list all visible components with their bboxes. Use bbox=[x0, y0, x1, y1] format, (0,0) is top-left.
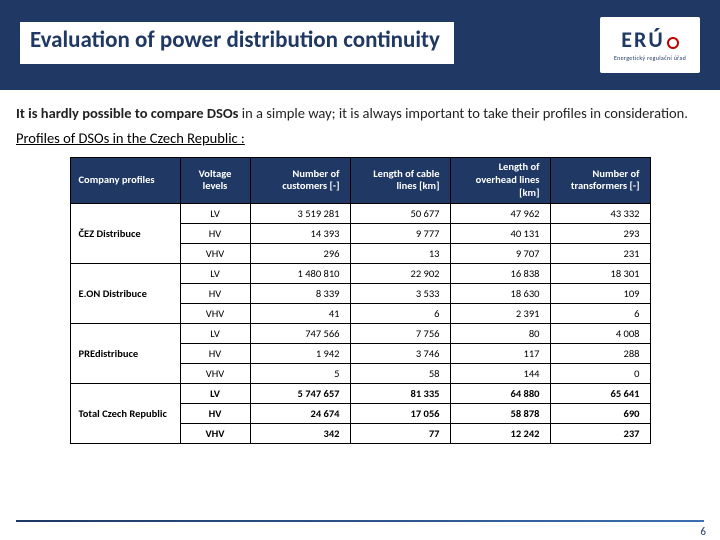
voltage-cell: HV bbox=[180, 343, 250, 363]
voltage-cell: VHV bbox=[180, 303, 250, 323]
cable-cell: 9 777 bbox=[350, 223, 450, 243]
overhead-cell: 40 131 bbox=[450, 223, 550, 243]
voltage-cell: LV bbox=[180, 203, 250, 223]
cable-cell: 77 bbox=[350, 423, 450, 443]
header-bar: Evaluation of power distribution continu… bbox=[0, 0, 720, 90]
th-cable: Length of cable lines [km] bbox=[350, 157, 450, 203]
customers-cell: 8 339 bbox=[250, 283, 350, 303]
overhead-cell: 9 707 bbox=[450, 243, 550, 263]
customers-cell: 41 bbox=[250, 303, 350, 323]
transformers-cell: 6 bbox=[550, 303, 650, 323]
overhead-cell: 47 962 bbox=[450, 203, 550, 223]
cable-cell: 81 335 bbox=[350, 383, 450, 403]
th-customers: Number of customers [-] bbox=[250, 157, 350, 203]
table-row: ČEZ DistribuceLV3 519 28150 67747 96243 … bbox=[70, 203, 650, 223]
footer-divider bbox=[16, 520, 704, 522]
table-header-row: Company profiles Voltage levels Number o… bbox=[70, 157, 650, 203]
customers-cell: 1 942 bbox=[250, 343, 350, 363]
customers-cell: 342 bbox=[250, 423, 350, 443]
voltage-cell: VHV bbox=[180, 423, 250, 443]
company-cell: ČEZ Distribuce bbox=[70, 203, 180, 263]
slide-title: Evaluation of power distribution continu… bbox=[20, 22, 454, 67]
cable-cell: 13 bbox=[350, 243, 450, 263]
transformers-cell: 237 bbox=[550, 423, 650, 443]
table-row: Total Czech RepublicLV5 747 65781 33564 … bbox=[70, 383, 650, 403]
logo: ERÚ Energetický regulační úřad bbox=[600, 17, 700, 73]
overhead-cell: 2 391 bbox=[450, 303, 550, 323]
overhead-cell: 64 880 bbox=[450, 383, 550, 403]
voltage-cell: HV bbox=[180, 223, 250, 243]
cable-cell: 50 677 bbox=[350, 203, 450, 223]
th-company: Company profiles bbox=[70, 157, 180, 203]
logo-accent-icon bbox=[667, 37, 679, 49]
overhead-cell: 18 630 bbox=[450, 283, 550, 303]
overhead-cell: 80 bbox=[450, 323, 550, 343]
th-overhead: Length of overhead lines [km] bbox=[450, 157, 550, 203]
cable-cell: 58 bbox=[350, 363, 450, 383]
customers-cell: 24 674 bbox=[250, 403, 350, 423]
customers-cell: 5 747 657 bbox=[250, 383, 350, 403]
intro-lead: It is hardly possible to compare DSOs bbox=[16, 104, 238, 122]
table-row: E.ON DistribuceLV1 480 81022 90216 83818… bbox=[70, 263, 650, 283]
transformers-cell: 109 bbox=[550, 283, 650, 303]
transformers-cell: 65 641 bbox=[550, 383, 650, 403]
customers-cell: 5 bbox=[250, 363, 350, 383]
cable-cell: 22 902 bbox=[350, 263, 450, 283]
cable-cell: 3 746 bbox=[350, 343, 450, 363]
logo-subtitle: Energetický regulační úřad bbox=[614, 54, 686, 62]
voltage-cell: LV bbox=[180, 263, 250, 283]
company-cell: Total Czech Republic bbox=[70, 383, 180, 443]
transformers-cell: 293 bbox=[550, 223, 650, 243]
transformers-cell: 690 bbox=[550, 403, 650, 423]
company-cell: PREdistribuce bbox=[70, 323, 180, 383]
customers-cell: 3 519 281 bbox=[250, 203, 350, 223]
table-body: ČEZ DistribuceLV3 519 28150 67747 96243 … bbox=[70, 203, 650, 443]
logo-text: ERÚ bbox=[621, 29, 664, 51]
intro-subhead: Profiles of DSOs in the Czech Republic : bbox=[16, 129, 704, 147]
transformers-cell: 0 bbox=[550, 363, 650, 383]
overhead-cell: 58 878 bbox=[450, 403, 550, 423]
voltage-cell: HV bbox=[180, 283, 250, 303]
transformers-cell: 4 008 bbox=[550, 323, 650, 343]
intro-rest: in a simple way; it is always important … bbox=[238, 104, 687, 122]
transformers-cell: 288 bbox=[550, 343, 650, 363]
customers-cell: 14 393 bbox=[250, 223, 350, 243]
overhead-cell: 117 bbox=[450, 343, 550, 363]
voltage-cell: HV bbox=[180, 403, 250, 423]
customers-cell: 747 566 bbox=[250, 323, 350, 343]
transformers-cell: 18 301 bbox=[550, 263, 650, 283]
cable-cell: 6 bbox=[350, 303, 450, 323]
cable-cell: 3 533 bbox=[350, 283, 450, 303]
customers-cell: 296 bbox=[250, 243, 350, 263]
th-voltage: Voltage levels bbox=[180, 157, 250, 203]
voltage-cell: LV bbox=[180, 383, 250, 403]
page-number: 6 bbox=[700, 525, 706, 538]
transformers-cell: 231 bbox=[550, 243, 650, 263]
content-area: It is hardly possible to compare DSOs in… bbox=[0, 90, 720, 444]
cable-cell: 7 756 bbox=[350, 323, 450, 343]
overhead-cell: 144 bbox=[450, 363, 550, 383]
th-transformers: Number of transformers [-] bbox=[550, 157, 650, 203]
voltage-cell: VHV bbox=[180, 363, 250, 383]
cable-cell: 17 056 bbox=[350, 403, 450, 423]
overhead-cell: 16 838 bbox=[450, 263, 550, 283]
voltage-cell: LV bbox=[180, 323, 250, 343]
voltage-cell: VHV bbox=[180, 243, 250, 263]
dso-table: Company profiles Voltage levels Number o… bbox=[70, 157, 651, 444]
overhead-cell: 12 242 bbox=[450, 423, 550, 443]
company-cell: E.ON Distribuce bbox=[70, 263, 180, 323]
table-row: PREdistribuceLV747 5667 756804 008 bbox=[70, 323, 650, 343]
customers-cell: 1 480 810 bbox=[250, 263, 350, 283]
intro-text: It is hardly possible to compare DSOs in… bbox=[16, 104, 704, 123]
transformers-cell: 43 332 bbox=[550, 203, 650, 223]
